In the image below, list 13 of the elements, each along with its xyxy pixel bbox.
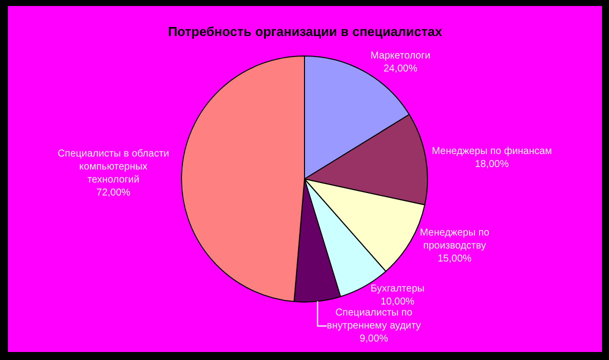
data-label: 72,00% <box>96 188 130 199</box>
slice-label: Специалисты по внутреннему аудиту <box>326 308 421 332</box>
data-label: 9,00% <box>360 334 388 345</box>
data-label: 15,00% <box>438 253 472 264</box>
slice-label: Бухгалтеры <box>370 284 424 295</box>
data-label: 10,00% <box>380 296 415 308</box>
slice-label: Менеджеры по финансам <box>432 146 552 157</box>
slice-label: Специалисты в области компьютерных технологий <box>58 148 170 186</box>
data-label: 24,00% <box>383 63 418 74</box>
data-label: 18,00% <box>474 158 509 170</box>
slice-label: Маркетологи <box>370 50 430 62</box>
slice-label: Менеджеры по производству <box>420 227 490 252</box>
chart-title: Потребность организации в специалистах <box>168 24 443 39</box>
